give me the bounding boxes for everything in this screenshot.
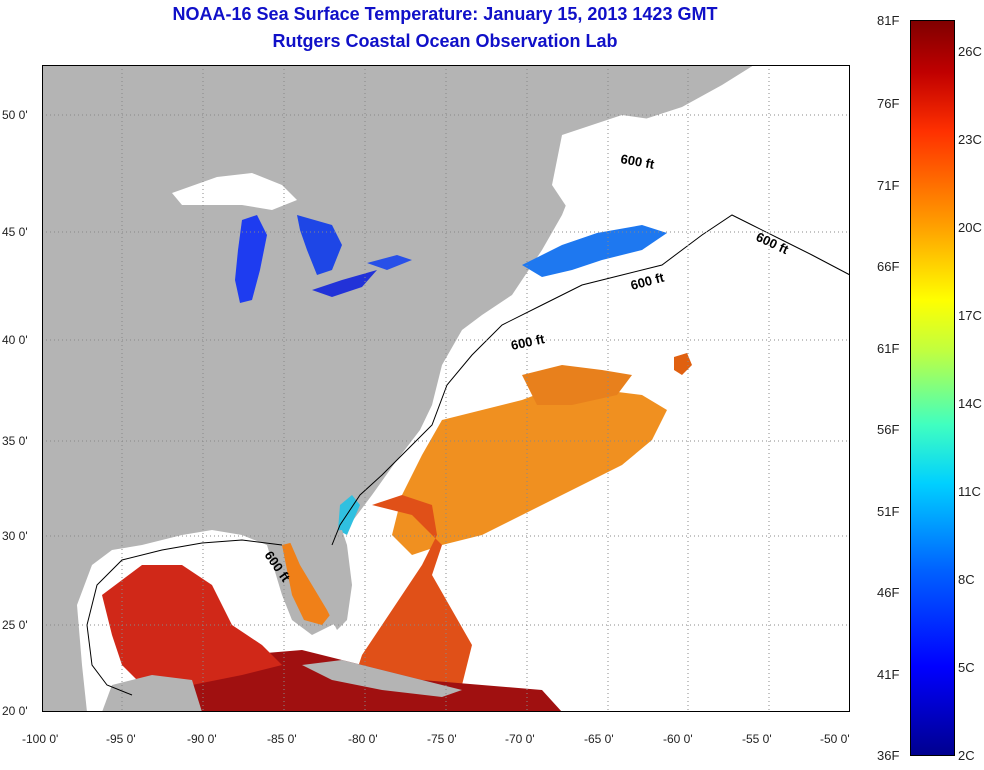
map-subtitle: Rutgers Coastal Ocean Observation Lab bbox=[272, 31, 618, 51]
florida bbox=[287, 530, 352, 630]
cb-c-14: 14C bbox=[958, 396, 982, 411]
cb-f-51: 51F bbox=[877, 504, 900, 519]
cb-f-36: 36F bbox=[877, 748, 900, 763]
lat-tick-35: 35 0' bbox=[2, 434, 28, 448]
lake-erie-sst bbox=[312, 270, 377, 297]
cb-f-41: 41F bbox=[877, 667, 900, 682]
lake-superior bbox=[172, 173, 297, 210]
lat-tick-40: 40 0' bbox=[2, 333, 28, 347]
lat-tick-45: 45 0' bbox=[2, 225, 28, 239]
florida-shelf-sst bbox=[282, 540, 334, 625]
cb-f-66: 66F bbox=[877, 259, 900, 274]
lat-tick-25: 25 0' bbox=[2, 618, 28, 632]
lon-tick-100: -100 0' bbox=[22, 732, 59, 746]
lon-tick-55: -55 0' bbox=[742, 732, 772, 746]
cb-c-8: 8C bbox=[958, 572, 975, 587]
contour-600ft-gulf bbox=[86, 539, 283, 696]
yucatan bbox=[102, 675, 202, 712]
map-title: NOAA-16 Sea Surface Temperature: January… bbox=[172, 4, 718, 24]
nc-coastal-sst bbox=[338, 495, 360, 535]
cb-c-20: 20C bbox=[958, 220, 982, 235]
temperature-colorbar bbox=[910, 20, 955, 756]
lon-tick-80: -80 0' bbox=[348, 732, 378, 746]
cb-c-17: 17C bbox=[958, 308, 982, 323]
lon-tick-85: -85 0' bbox=[267, 732, 297, 746]
cb-f-76: 76F bbox=[877, 96, 900, 111]
cb-f-81: 81F bbox=[877, 13, 900, 28]
lake-ontario-sst bbox=[367, 255, 412, 270]
gulf-stlawrence bbox=[552, 115, 752, 265]
contour-label-4: 600 ft bbox=[510, 331, 547, 353]
lake-michigan-sst bbox=[235, 215, 267, 303]
cb-f-71: 71F bbox=[877, 178, 900, 193]
lon-tick-70: -70 0' bbox=[505, 732, 535, 746]
lat-tick-50: 50 0' bbox=[2, 108, 28, 122]
lon-tick-65: -65 0' bbox=[584, 732, 614, 746]
cb-f-56: 56F bbox=[877, 422, 900, 437]
cuba bbox=[302, 660, 462, 697]
cb-c-11: 11C bbox=[958, 484, 981, 499]
sst-map: 600 ft 600 ft 600 ft 600 ft 600 ft bbox=[42, 65, 850, 712]
lat-tick-30: 30 0' bbox=[2, 529, 28, 543]
contour-label-1: 600 ft bbox=[619, 151, 656, 172]
atlantic-patches-sst bbox=[522, 365, 632, 405]
lon-tick-95: -95 0' bbox=[106, 732, 136, 746]
map-border bbox=[42, 65, 850, 712]
lat-tick-20: 20 0' bbox=[2, 704, 28, 718]
lon-tick-50: -50 0' bbox=[820, 732, 850, 746]
lon-tick-75: -75 0' bbox=[427, 732, 457, 746]
cb-c-23: 23C bbox=[958, 132, 982, 147]
lake-huron-sst bbox=[297, 215, 342, 275]
cb-c-2: 2C bbox=[958, 748, 975, 763]
gulf-maine-sst bbox=[522, 225, 667, 277]
gulf-stream-sst bbox=[392, 385, 667, 555]
cb-f-61: 61F bbox=[877, 341, 900, 356]
gulf-stream-core bbox=[342, 495, 472, 712]
cb-f-46: 46F bbox=[877, 585, 900, 600]
lon-tick-90: -90 0' bbox=[187, 732, 217, 746]
gulf-mexico-sst bbox=[102, 565, 282, 685]
contour-600ft bbox=[331, 214, 850, 546]
cb-c-5: 5C bbox=[958, 660, 975, 675]
cb-c-26: 26C bbox=[958, 44, 982, 59]
lon-tick-60: -60 0' bbox=[663, 732, 693, 746]
